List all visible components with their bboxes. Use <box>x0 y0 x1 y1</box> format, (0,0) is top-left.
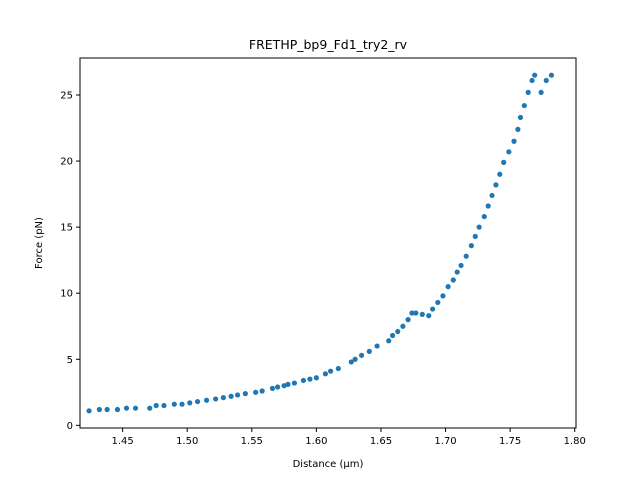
data-point <box>493 182 499 188</box>
data-point <box>132 405 139 411</box>
data-point <box>426 313 432 319</box>
data-point <box>489 192 495 199</box>
data-point <box>515 126 521 132</box>
data-point <box>352 356 358 362</box>
data-point <box>405 317 411 323</box>
data-point <box>497 171 503 177</box>
data-point <box>259 388 265 394</box>
data-point <box>203 397 210 403</box>
data-point <box>481 213 487 220</box>
x-axis-label: Distance (μm) <box>293 459 364 470</box>
data-points <box>86 72 555 414</box>
data-point <box>171 401 177 407</box>
data-point <box>187 400 193 406</box>
data-point <box>179 401 185 407</box>
data-point <box>114 406 121 413</box>
data-point <box>285 381 291 387</box>
y-tick-label: 25 <box>60 91 73 102</box>
y-tick-label: 0 <box>67 421 73 432</box>
data-point <box>335 365 341 372</box>
data-point <box>525 89 531 95</box>
y-tick-label: 5 <box>67 355 73 366</box>
data-point <box>194 398 201 405</box>
y-tick-label: 20 <box>60 157 73 168</box>
y-tick-label: 10 <box>60 289 73 300</box>
data-point <box>506 149 512 155</box>
x-axis-ticks: 1.45 1.50 1.55 1.60 1.65 1.70 1.75 1.80 <box>111 428 586 447</box>
y-axis-ticks: 0 5 10 15 20 25 <box>60 91 80 432</box>
data-point <box>327 368 334 374</box>
data-point <box>322 371 329 377</box>
data-point <box>413 310 419 316</box>
data-point <box>409 310 415 316</box>
x-tick-label: 1.70 <box>434 436 456 447</box>
data-point <box>307 376 313 382</box>
data-point <box>147 405 153 411</box>
data-point <box>348 359 354 365</box>
data-point <box>253 389 259 395</box>
data-point <box>228 393 234 399</box>
data-point <box>366 348 372 354</box>
x-tick-label: 1.45 <box>111 436 133 447</box>
data-point <box>389 332 396 339</box>
data-point <box>501 159 507 165</box>
data-point <box>220 395 226 401</box>
data-point <box>234 392 241 398</box>
data-point <box>123 405 130 411</box>
data-point <box>242 391 248 397</box>
x-tick-label: 1.50 <box>176 436 198 447</box>
data-point <box>511 138 517 144</box>
data-point <box>532 72 538 78</box>
data-point <box>538 89 544 95</box>
data-point <box>419 311 425 317</box>
data-point <box>213 396 219 402</box>
data-point <box>374 343 380 349</box>
data-point <box>153 402 159 409</box>
data-point <box>458 262 464 269</box>
data-point <box>395 328 401 335</box>
x-tick-label: 1.65 <box>370 436 392 447</box>
data-point <box>400 323 406 329</box>
data-point <box>543 77 549 84</box>
data-point <box>104 406 110 413</box>
x-tick-label: 1.55 <box>241 436 263 447</box>
data-point <box>313 375 319 381</box>
plot-area <box>79 57 577 429</box>
data-point <box>468 243 474 249</box>
data-point <box>161 402 167 409</box>
data-point <box>476 224 482 230</box>
data-point <box>445 284 451 290</box>
x-tick-label: 1.80 <box>564 436 586 447</box>
data-point <box>521 102 527 109</box>
data-point <box>463 253 469 259</box>
data-point <box>86 408 92 414</box>
data-point <box>435 299 441 306</box>
data-point <box>517 114 524 121</box>
data-point <box>485 203 491 209</box>
data-point <box>454 269 460 275</box>
chart-title: FRETHP_bp9_Fd1_try2_rv <box>249 37 408 52</box>
data-point <box>300 377 307 384</box>
data-point <box>275 384 281 390</box>
data-point <box>358 352 365 358</box>
data-point <box>291 380 298 386</box>
data-point <box>430 306 436 312</box>
data-point <box>450 277 456 283</box>
x-tick-label: 1.60 <box>305 436 327 447</box>
data-point <box>529 77 535 84</box>
data-point <box>472 233 478 239</box>
data-point <box>386 338 392 344</box>
y-axis-label: Force (pN) <box>34 217 45 269</box>
data-point <box>269 385 276 391</box>
data-point <box>440 293 446 299</box>
x-tick-label: 1.75 <box>499 436 521 447</box>
data-point <box>96 406 102 413</box>
data-point <box>548 72 555 78</box>
y-tick-label: 15 <box>60 223 73 234</box>
